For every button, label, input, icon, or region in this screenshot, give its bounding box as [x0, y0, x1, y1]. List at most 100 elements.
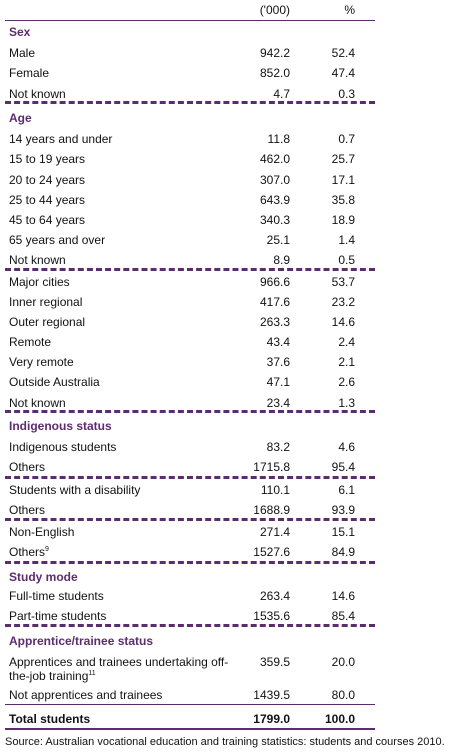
row-label-text: Age: [9, 111, 32, 125]
footnote-marker: 9: [45, 546, 49, 553]
section-heading: Age: [9, 111, 32, 125]
count-cell: 263.3: [259, 315, 290, 329]
section-heading: Sex: [9, 25, 30, 39]
row-label-text: Total students: [9, 712, 91, 726]
count-cell: 23.4: [266, 396, 290, 410]
count-cell: 359.5: [259, 655, 290, 669]
count-cell: 417.6: [259, 295, 290, 309]
row-label: Inner regional: [9, 295, 82, 309]
percent-cell: 0.7: [338, 132, 355, 146]
row-label-text: Female: [9, 66, 50, 80]
percent-cell: 6.1: [338, 483, 355, 497]
count-cell: 462.0: [259, 152, 290, 166]
count-cell: 1715.8: [253, 460, 290, 474]
row-label-text: Indigenous status: [9, 419, 112, 433]
row-label-text: Remote: [9, 335, 52, 349]
percent-cell: 15.1: [331, 525, 355, 539]
total-label: Total students: [9, 712, 90, 726]
row-label-text: Major cities: [9, 275, 70, 289]
percent-cell: 25.7: [331, 152, 355, 166]
column-header-percent: %: [344, 3, 355, 17]
row-label-text: 25 to 44 years: [9, 193, 86, 207]
count-cell: 340.3: [259, 213, 290, 227]
row-label-text: Indigenous students: [9, 440, 117, 454]
row-label: Female: [9, 66, 49, 80]
row-label-text: Apprentice/trainee status: [9, 634, 154, 648]
row-label: Not apprentices and trainees: [9, 688, 162, 702]
section-heading: Apprentice/trainee status: [9, 634, 153, 648]
row-label: Very remote: [9, 355, 74, 369]
percent-cell: 23.2: [331, 295, 355, 309]
row-label: Outside Australia: [9, 375, 100, 389]
table-divider: [5, 704, 375, 705]
row-label: Others9: [9, 545, 49, 559]
percent-cell: 17.1: [331, 173, 355, 187]
row-label-text: Not known: [9, 253, 66, 267]
row-label-text: Others: [9, 545, 46, 559]
row-label-text: Students with a disability: [9, 483, 141, 497]
row-label: Not known: [9, 253, 66, 267]
table-divider: [5, 476, 375, 479]
row-label-text: 45 to 64 years: [9, 213, 86, 227]
percent-cell: 35.8: [331, 193, 355, 207]
row-label-text: 15 to 19 years: [9, 152, 86, 166]
table-divider: [5, 268, 375, 271]
row-label: 20 to 24 years: [9, 173, 85, 187]
table-divider: [5, 728, 375, 730]
row-label-text: Inner regional: [9, 295, 83, 309]
count-cell: 1799.0: [253, 712, 290, 726]
count-cell: 271.4: [259, 525, 290, 539]
section-heading: Indigenous status: [9, 419, 112, 433]
percent-cell: 95.4: [331, 460, 355, 474]
row-label: Non-English: [9, 525, 74, 539]
row-label-text: Very remote: [9, 355, 74, 369]
count-cell: 1527.6: [253, 545, 290, 559]
row-label-text: Not known: [9, 87, 66, 101]
count-cell: 8.9: [273, 253, 290, 267]
count-cell: 110.1: [260, 483, 290, 497]
percent-cell: 93.9: [331, 503, 355, 517]
count-cell: 263.4: [259, 589, 290, 603]
row-label: 25 to 44 years: [9, 193, 85, 207]
table-divider: [5, 20, 375, 21]
row-label: Part-time students: [9, 609, 106, 623]
percent-cell: 1.4: [338, 233, 355, 247]
footnote-marker: 11: [88, 670, 96, 677]
percent-cell: 85.4: [331, 609, 355, 623]
row-label-text: Full-time students: [9, 589, 104, 603]
count-cell: 1535.6: [253, 609, 290, 623]
percent-cell: 47.4: [331, 66, 355, 80]
table-divider: [5, 561, 375, 564]
percent-cell: 4.6: [338, 440, 355, 454]
table-divider: [5, 410, 375, 413]
row-label-text: Apprentices and trainees undertaking off…: [9, 655, 229, 669]
row-label-text: 20 to 24 years: [9, 173, 86, 187]
percent-cell: 53.7: [331, 275, 355, 289]
percent-cell: 2.1: [338, 355, 355, 369]
row-label: Indigenous students: [9, 440, 116, 454]
section-heading: Study mode: [9, 570, 78, 584]
row-label-text: Non-English: [9, 525, 75, 539]
percent-cell: 0.5: [338, 253, 355, 267]
count-cell: 37.6: [266, 355, 290, 369]
count-cell: 83.2: [266, 440, 290, 454]
count-cell: 966.6: [259, 275, 290, 289]
percent-cell: 84.9: [331, 545, 355, 559]
row-label: Remote: [9, 335, 51, 349]
count-cell: 1688.9: [253, 503, 290, 517]
count-cell: 11.8: [267, 132, 290, 146]
percent-cell: 14.6: [331, 589, 355, 603]
percent-cell: 80.0: [331, 688, 355, 702]
count-cell: 47.1: [266, 375, 290, 389]
row-label-text: Others: [9, 503, 46, 517]
percent-cell: 100.0: [324, 712, 355, 726]
row-label: 15 to 19 years: [9, 152, 85, 166]
row-label: Others: [9, 503, 45, 517]
row-label-text: Not known: [9, 396, 66, 410]
table-divider: [5, 518, 375, 521]
count-cell: 4.7: [273, 87, 290, 101]
row-label-text: Outside Australia: [9, 375, 100, 389]
row-label: Full-time students: [9, 589, 104, 603]
row-label-text: Others: [9, 460, 46, 474]
column-header-thousands: ('000): [259, 3, 290, 17]
